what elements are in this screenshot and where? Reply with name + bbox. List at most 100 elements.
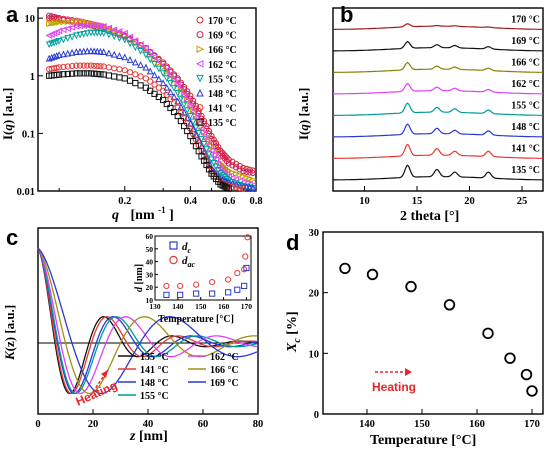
a-legend-marker	[196, 45, 205, 54]
a-point	[249, 167, 256, 174]
a-point	[59, 26, 67, 34]
c-ylabel-rest: (z) [a.u.]	[2, 305, 17, 352]
a-point	[100, 63, 107, 70]
a-point	[93, 22, 101, 30]
b-label: 135 °C	[511, 165, 540, 176]
a-point	[205, 151, 213, 159]
a-point	[53, 64, 60, 71]
a-point	[126, 69, 134, 76]
a-xlabel-q: q	[112, 208, 119, 223]
panel-a-legend: 170 °C 169 °C 166 °C 162 °C 155 °C 148 °C 141 …	[195, 16, 237, 129]
a-point	[189, 118, 197, 126]
a-ylabel-close: ) [a.u.]	[0, 88, 15, 124]
a-point	[195, 119, 202, 127]
d-ytick-label: 10	[309, 349, 320, 360]
a-point	[56, 71, 63, 78]
a-point	[73, 17, 81, 25]
a-point	[68, 24, 76, 31]
a-point	[80, 30, 88, 38]
inset-point	[234, 270, 241, 277]
a-xlabel-unit: [nm	[131, 208, 155, 223]
a-point	[163, 91, 170, 99]
a-point	[121, 75, 128, 82]
a-ylabel-q: q	[0, 124, 15, 131]
panel-c-ticks: 0 20 40 60 80	[35, 409, 263, 430]
c-xlabel-unit: [nm]	[135, 429, 167, 444]
a-point	[121, 36, 129, 44]
a-point	[186, 102, 194, 110]
a-point	[180, 108, 188, 116]
inset-ytick-label: 60	[146, 232, 154, 241]
inset-point	[225, 289, 232, 296]
a-point	[186, 112, 194, 120]
a-point	[84, 62, 91, 69]
a-legend-label: 166 °C	[208, 45, 237, 56]
a-point	[110, 26, 118, 34]
a-point	[64, 63, 71, 70]
a-point	[163, 83, 171, 91]
a-point	[163, 66, 170, 74]
a-point	[76, 70, 84, 77]
c-legend-label: 141 °C	[140, 365, 169, 376]
a-point	[212, 163, 220, 171]
a-point	[240, 164, 247, 172]
c-xtick-label: 80	[253, 419, 264, 430]
a-point	[111, 73, 118, 80]
a-point	[116, 52, 123, 59]
a-point	[246, 183, 254, 191]
a-point	[121, 29, 128, 37]
a-point	[83, 47, 91, 55]
c-xlabel-z: z	[129, 429, 136, 444]
c-xtick-label: 20	[88, 419, 99, 430]
inset-point	[234, 286, 241, 293]
inset-xtick-label: 130	[149, 302, 161, 311]
a-point	[221, 183, 228, 190]
b-ylabel-close: ) [a.u.]	[296, 88, 311, 124]
a-point	[72, 32, 80, 40]
a-point	[163, 100, 170, 108]
panel-c-legend: 135 °C 141 °C 148 °C 155 °C 162 °C 166 °C 169 …	[118, 352, 239, 402]
a-point	[198, 135, 205, 143]
a-point	[155, 75, 163, 83]
panel-d-ticks: 140 150 160 170 0 10 20 30	[309, 228, 540, 430]
a-point	[137, 48, 145, 55]
d-ytick-label: 20	[309, 289, 320, 300]
b-pattern	[333, 123, 543, 138]
a-point	[174, 90, 182, 97]
d-xtick-label: 170	[524, 419, 540, 430]
a-point	[91, 62, 98, 69]
a-point	[68, 48, 76, 56]
panel-a-data	[45, 12, 257, 192]
inset-xtick-label: 160	[218, 302, 230, 311]
a-point	[105, 49, 113, 57]
a-legend-label: 162 °C	[208, 60, 237, 71]
a-point	[151, 81, 158, 88]
inset-legend-dac: dac	[182, 255, 196, 269]
a-point	[84, 70, 91, 77]
c-legend-label: 135 °C	[140, 352, 169, 363]
panel-label-b: b	[340, 2, 353, 27]
panel-d-data	[339, 262, 538, 397]
panel-a-ticks: 0.2 0.4 0.6 0.8 0.01 0.1 1 10	[17, 14, 263, 207]
a-point	[111, 27, 118, 35]
a-point	[170, 76, 178, 84]
a-legend-label: 141 °C	[208, 104, 237, 115]
c-xtick-label: 60	[198, 419, 209, 430]
c-curve	[37, 247, 257, 395]
d-ytick-label: 30	[309, 228, 320, 239]
a-point	[87, 47, 95, 55]
a-point	[97, 47, 104, 55]
a-point	[223, 165, 231, 173]
a-point	[126, 33, 134, 41]
d-heating-text: Heating	[372, 380, 416, 394]
a-point	[170, 85, 178, 92]
inset-leg-dac-d: d	[182, 255, 188, 267]
a-point	[55, 37, 63, 45]
c-legend-label: 162 °C	[210, 352, 239, 363]
b-pattern	[333, 61, 543, 73]
a-point	[189, 108, 197, 116]
a-legend-label: 170 °C	[208, 16, 237, 27]
a-point	[167, 88, 174, 96]
panel-c-xlabel: z [nm]	[129, 429, 168, 444]
a-point	[94, 21, 102, 29]
